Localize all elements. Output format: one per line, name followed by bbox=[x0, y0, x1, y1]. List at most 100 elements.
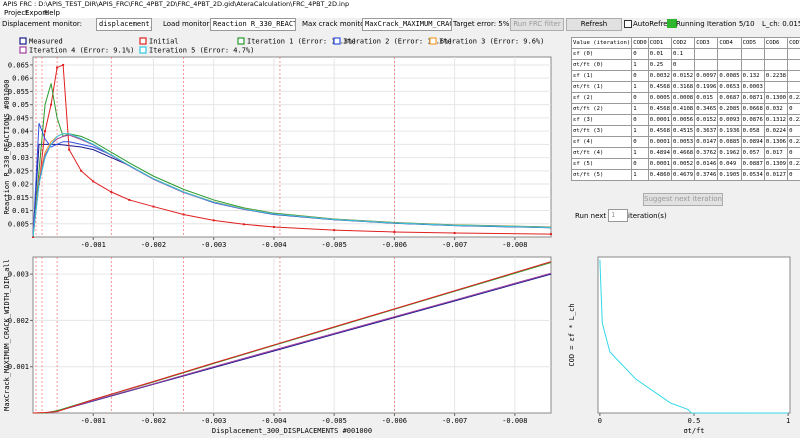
cell: 0.0053 bbox=[670, 136, 696, 148]
row-label: εf (0) bbox=[570, 48, 633, 60]
x-tick-label: -0.007 bbox=[442, 241, 467, 249]
cell: 0.1306 bbox=[763, 136, 789, 148]
menu-item[interactable]: Export bbox=[25, 9, 48, 17]
cell: 0.4668 bbox=[670, 147, 696, 159]
menu-item[interactable]: Help bbox=[44, 9, 60, 17]
cell bbox=[763, 81, 789, 93]
legend-label: Iteration 3 (Error: 9.6%) bbox=[439, 38, 544, 46]
lch: L_ch: 0.015 bbox=[762, 20, 800, 28]
table-row: σt/ft (0) 1 0.25 0 bbox=[570, 59, 800, 71]
cell: 0.3168 bbox=[670, 81, 696, 93]
row-label: εf (1) bbox=[570, 70, 633, 82]
cell: 0 bbox=[631, 114, 649, 126]
y-tick-label: 0.015 bbox=[8, 194, 29, 202]
x-tick-label: -0.006 bbox=[382, 417, 407, 425]
cell: 0.1936 bbox=[717, 125, 742, 137]
table-row: εf (1) 0 0.0032 0.0152 0.0097 0.0085 0.132 0.22… bbox=[570, 70, 800, 82]
cell bbox=[763, 48, 789, 60]
y-tick-label: 0.065 bbox=[8, 61, 29, 69]
cell: 0 bbox=[631, 158, 649, 170]
cell: 0.2226 bbox=[787, 92, 800, 104]
x-tick-label: -0.002 bbox=[141, 241, 166, 249]
x-tick-label: 1 bbox=[786, 417, 790, 425]
title-bar: APIS FRC : D:\APIS_TEST_DIR\APIS_FRC\FRC… bbox=[0, 0, 800, 9]
x-tick-label: -0.003 bbox=[201, 241, 226, 249]
row-label: σt/ft (3) bbox=[570, 125, 633, 137]
table-row: σt/ft (3) 1 0.4568 0.4515 0.3637 0.1936 0.058 0… bbox=[570, 125, 800, 137]
cell: 0.0001 bbox=[647, 114, 672, 126]
header-row: Value (iteration) COD0 COD1 COD2 COD3 COD4 COD… bbox=[570, 37, 800, 49]
label: Displacement monitor: bbox=[2, 20, 82, 28]
cell: 0.0885 bbox=[717, 136, 742, 148]
label: Run next bbox=[575, 212, 607, 220]
cell: 0.3637 bbox=[694, 125, 719, 137]
cod-chart: 0 0.5 1 σt/ft COD = εf * L_ch bbox=[568, 256, 791, 435]
header-cell: COD1 bbox=[647, 37, 672, 49]
combo[interactable]: MaxCrack_MAXIMUM_CRACK_ bbox=[362, 18, 452, 31]
cell bbox=[763, 59, 789, 71]
point bbox=[68, 148, 71, 151]
header-cell: COD2 bbox=[670, 37, 696, 49]
table-row: σt/ft (4) 1 0.4894 0.4668 0.3762 0.1962 0.057 0… bbox=[570, 147, 800, 159]
button[interactable]: Run FRC filter bbox=[510, 18, 564, 31]
cell: 0.4568 bbox=[647, 81, 672, 93]
menu-item[interactable]: Project bbox=[4, 9, 28, 17]
spinbox[interactable]: 1 bbox=[608, 209, 628, 222]
cell: 0.058 bbox=[740, 125, 765, 137]
point bbox=[80, 169, 83, 172]
cell bbox=[717, 48, 742, 60]
table-row: σt/ft (5) 1 0.4860 0.4679 0.3746 0.1905 0.0534… bbox=[570, 169, 800, 181]
header-cell: Value (iteration) bbox=[570, 37, 633, 49]
cell: 0.4679 bbox=[670, 169, 696, 181]
series-line bbox=[32, 261, 552, 414]
cell: 0 bbox=[787, 147, 800, 159]
cell: 0.4568 bbox=[647, 125, 672, 137]
button[interactable]: Refresh bbox=[566, 18, 622, 31]
series-line bbox=[32, 64, 552, 238]
cell: 0.0093 bbox=[717, 114, 742, 126]
cell: 0.0052 bbox=[670, 158, 696, 170]
cell: 0.0008 bbox=[670, 92, 696, 104]
button[interactable]: Suggest next iteration bbox=[643, 193, 723, 206]
point bbox=[393, 230, 396, 233]
table-row: εf (2) 0 0.0005 0.0008 0.015 0.0687 0.0871 0.13… bbox=[570, 92, 800, 104]
cell: 0.0146 bbox=[694, 158, 719, 170]
legend-label: Iteration 1 (Error: 14.3%) bbox=[247, 38, 357, 46]
y-tick-label: 0.01 bbox=[12, 207, 29, 215]
cell: 0.01 bbox=[647, 48, 672, 60]
cell: 0.0668 bbox=[740, 103, 765, 115]
legend-swatch bbox=[19, 46, 27, 54]
label: Target error: 5% bbox=[453, 20, 510, 28]
cell: 0.0152 bbox=[694, 114, 719, 126]
cell bbox=[787, 59, 800, 71]
y-tick-label: 0.035 bbox=[8, 141, 29, 149]
legend-swatch bbox=[139, 46, 147, 54]
cell bbox=[787, 70, 800, 82]
plot-area bbox=[32, 56, 552, 238]
reaction-chart: 0.005 0.01 0.015 0.02 0.025 0.03 0.035 0.04 0.04… bbox=[3, 37, 552, 249]
cell: 0.0005 bbox=[647, 92, 672, 104]
value-table: Value (iteration) COD0 COD1 COD2 COD3 COD4 COD… bbox=[570, 37, 800, 181]
point bbox=[550, 233, 552, 236]
y-tick-label: 0.025 bbox=[8, 167, 29, 175]
point bbox=[272, 225, 275, 228]
header-cell: COD7 bbox=[787, 37, 800, 49]
header-cell: COD6 bbox=[763, 37, 789, 49]
y-tick-label: 0.001 bbox=[8, 363, 29, 371]
cell: 1 bbox=[631, 147, 649, 159]
y-tick-label: 0.06 bbox=[12, 75, 29, 83]
combo[interactable]: displacement_300_DISPL bbox=[96, 18, 152, 31]
legend-swatch bbox=[139, 37, 147, 45]
cell bbox=[694, 59, 719, 71]
x-tick-label: 0 bbox=[598, 417, 602, 425]
row-label: σt/ft (0) bbox=[570, 59, 633, 71]
cell: 0.4108 bbox=[670, 103, 696, 115]
cell: 1 bbox=[631, 81, 649, 93]
combo[interactable]: Reaction R_330_REACTION bbox=[210, 18, 296, 31]
legend-swatch bbox=[237, 37, 245, 45]
legend-swatch bbox=[19, 37, 27, 45]
checkbox[interactable] bbox=[624, 20, 632, 28]
cell: 0 bbox=[631, 136, 649, 148]
header-cell: COD4 bbox=[717, 37, 742, 49]
